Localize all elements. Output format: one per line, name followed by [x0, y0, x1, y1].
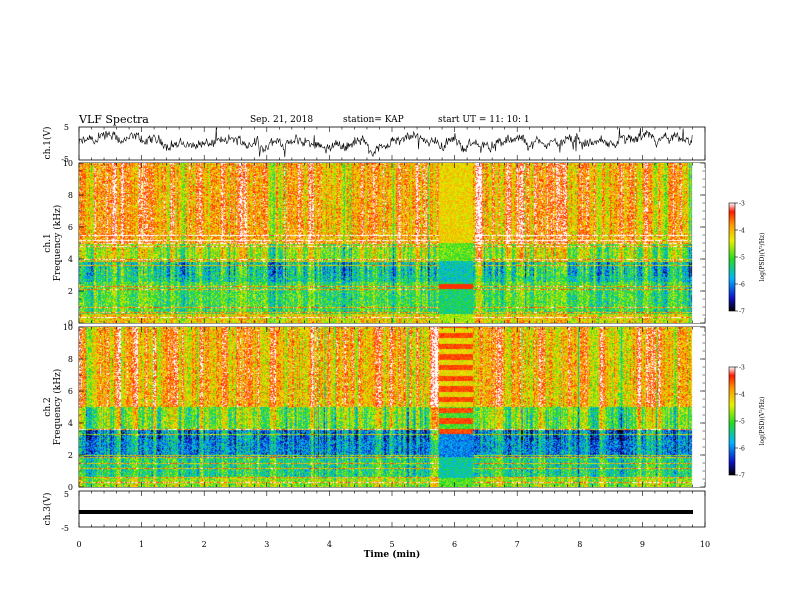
ch2-colorbar-gradient	[728, 366, 736, 476]
x-axis-label: Time (min)	[364, 549, 421, 560]
y-tick-label: 6	[68, 387, 73, 396]
colorbar-tick-label: -6	[739, 282, 745, 289]
x-tick-label: 6	[452, 540, 457, 549]
colorbar-tick-label: -3	[739, 201, 745, 208]
y-tick-label: 8	[68, 191, 73, 200]
ch1-waveform-frame	[78, 126, 706, 161]
ch2-spectrogram-image	[79, 327, 705, 487]
ch3-ytick-bottom: -5	[61, 524, 69, 533]
ch2-spectrogram-ylabel-freq: Frequency (kHz)	[52, 369, 63, 446]
ch2-colorbar: -3 -4 -5 -6 -7 log(PSD)(V²/Hz)	[728, 365, 766, 480]
colorbar-tick-label: -5	[739, 419, 745, 426]
ch1-colorbar-label: log(PSD)(V²/Hz)	[759, 233, 766, 282]
colorbar-tick-label: -7	[739, 309, 745, 316]
ch2-spectrogram-ylabel-channel: ch.2	[43, 397, 53, 416]
ch1-spectrogram-panel: 0 2 4 6 8 10 ch.1 Frequency (kHz)	[43, 159, 706, 328]
y-tick-label: 2	[68, 451, 73, 460]
x-tick-label: 10	[700, 540, 710, 549]
x-tick-label: 3	[264, 540, 269, 549]
x-tick-label: 2	[202, 540, 207, 549]
x-tick-label: 9	[640, 540, 645, 549]
y-tick-label: 6	[68, 223, 73, 232]
colorbar-tick-label: -4	[739, 228, 745, 235]
date-label: Sep. 21, 2018	[250, 115, 313, 125]
y-tick-label: 10	[63, 159, 73, 168]
y-tick-label: 4	[68, 255, 73, 264]
ch1-spectrogram-ylabel-channel: ch.1	[43, 233, 53, 252]
x-tick-label: 7	[515, 540, 520, 549]
y-tick-label: 0	[68, 483, 73, 492]
station-label: station= KAP	[343, 115, 404, 125]
colorbar-tick-label: -6	[739, 446, 745, 453]
x-tick-label: 5	[389, 540, 394, 549]
colorbar-tick-label: -3	[739, 365, 745, 372]
ch1-waveform-ylabel: ch.1(V)	[42, 127, 53, 160]
y-tick-label: 2	[68, 287, 73, 296]
ch1-spectrogram-image	[79, 163, 705, 323]
ch3-waveform-trace	[79, 510, 693, 514]
ch2-spectrogram-panel: 0 2 4 6 8 10 ch.2 Frequency (kHz)	[43, 323, 706, 492]
start-ut-label: start UT = 11: 10: 1	[438, 115, 530, 125]
y-tick-label: 0	[68, 319, 73, 328]
x-tick-label: 1	[139, 540, 144, 549]
colorbar-tick-label: -7	[739, 473, 745, 480]
x-tick-label: 8	[577, 540, 582, 549]
y-tick-label: 10	[63, 323, 73, 332]
colorbar-tick-label: -4	[739, 392, 745, 399]
ch3-waveform-ylabel: ch.3(V)	[42, 493, 53, 526]
ch2-colorbar-label: log(PSD)(V²/Hz)	[759, 397, 766, 446]
ch1-spectrogram-ylabel-freq: Frequency (kHz)	[52, 205, 63, 282]
figure-title: VLF Spectra	[78, 113, 149, 126]
ch3-ytick-top: 5	[64, 490, 69, 499]
ch3-waveform-panel: 5 -5 ch.3(V)	[42, 490, 706, 533]
ch1-colorbar-gradient	[728, 202, 736, 312]
ch1-ytick-top: 5	[64, 123, 69, 132]
ch1-colorbar: -3 -4 -5 -6 -7 log(PSD)(V²/Hz)	[728, 201, 766, 316]
y-tick-label: 4	[68, 419, 73, 428]
ch1-ytick-bottom: -5	[61, 155, 69, 164]
ch3-waveform-frame	[78, 490, 706, 528]
x-tick-label: 4	[327, 540, 332, 549]
colorbar-tick-label: -5	[739, 255, 745, 262]
ch1-waveform-trace	[78, 127, 693, 158]
x-tick-label: 0	[76, 540, 81, 549]
y-tick-label: 8	[68, 355, 73, 364]
ch1-waveform-panel: 5 -5 ch.1(V)	[42, 123, 706, 164]
